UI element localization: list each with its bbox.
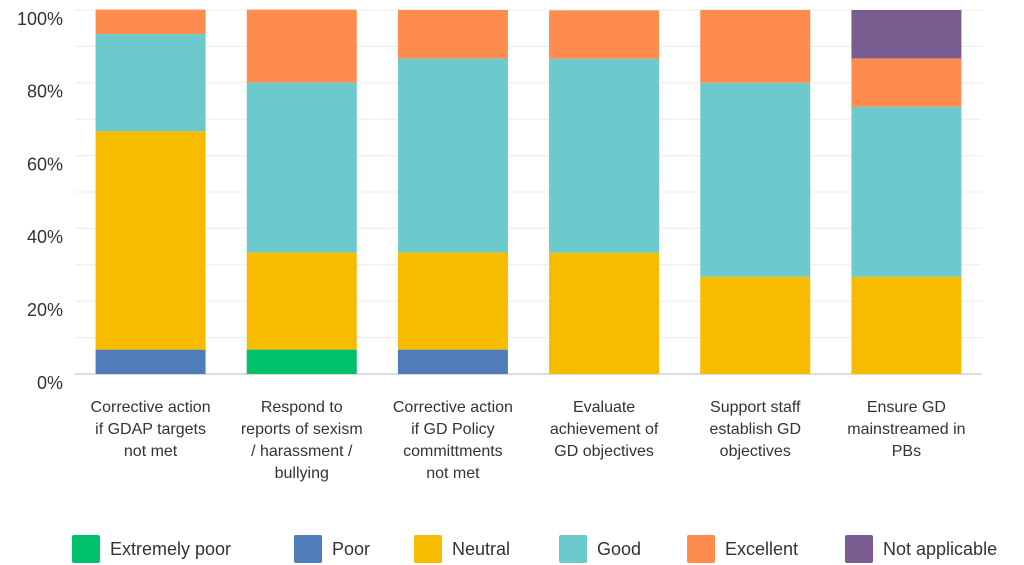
- y-tick-label: 100%: [17, 9, 63, 29]
- x-tick-label: Respond to reports of sexism / harassmen…: [240, 399, 363, 482]
- y-tick-label: 0%: [37, 373, 63, 393]
- y-tick-label: 20%: [27, 300, 63, 320]
- bar-segment: [397, 349, 508, 374]
- x-tick-label: Corrective action if GD Policy committme…: [392, 399, 513, 482]
- bar-segment: [851, 276, 962, 374]
- legend-label: Not applicable: [883, 539, 997, 559]
- legend-label: Good: [597, 539, 641, 559]
- x-tick-label: Ensure GD mainstreamed in PBs: [847, 399, 966, 460]
- bar-segment: [700, 276, 811, 374]
- bar-segment: [700, 82, 811, 277]
- legend-label: Neutral: [452, 539, 510, 559]
- x-tick-label: Corrective action if GDAP targets not me…: [90, 399, 211, 460]
- x-tick-label: Evaluate achievement of GD objectives: [549, 399, 659, 460]
- legend-label: Excellent: [725, 539, 798, 559]
- bar-segment: [851, 106, 962, 277]
- bar-segment: [549, 58, 660, 253]
- bar-segment: [246, 252, 357, 350]
- y-tick-label: 40%: [27, 227, 63, 247]
- y-tick-label: 80%: [27, 82, 63, 102]
- bar-segment: [95, 9, 206, 35]
- bar-segment: [397, 10, 508, 59]
- bar-segment: [851, 58, 962, 107]
- legend-swatch: [559, 535, 587, 563]
- bar-segment: [246, 9, 357, 83]
- bar-segment: [397, 252, 508, 350]
- legend-swatch: [72, 535, 100, 563]
- bar-segment: [549, 10, 660, 59]
- bar-segment: [700, 10, 811, 83]
- legend-swatch: [845, 535, 873, 563]
- bar-segment: [246, 349, 357, 374]
- bar-segment: [95, 34, 206, 132]
- legend-swatch: [414, 535, 442, 563]
- y-tick-label: 60%: [27, 154, 63, 174]
- legend-swatch: [687, 535, 715, 563]
- bar-segment: [549, 252, 660, 374]
- legend-label: Extremely poor: [110, 539, 231, 559]
- bar-segment: [246, 82, 357, 253]
- legend-swatch: [294, 535, 322, 563]
- bar-segment: [397, 58, 508, 253]
- legend-label: Poor: [332, 539, 370, 559]
- bar-segment: [851, 10, 962, 59]
- bar-segment: [95, 349, 206, 374]
- x-tick-label: Support staff establish GD objectives: [709, 399, 802, 460]
- bar-segment: [95, 131, 206, 350]
